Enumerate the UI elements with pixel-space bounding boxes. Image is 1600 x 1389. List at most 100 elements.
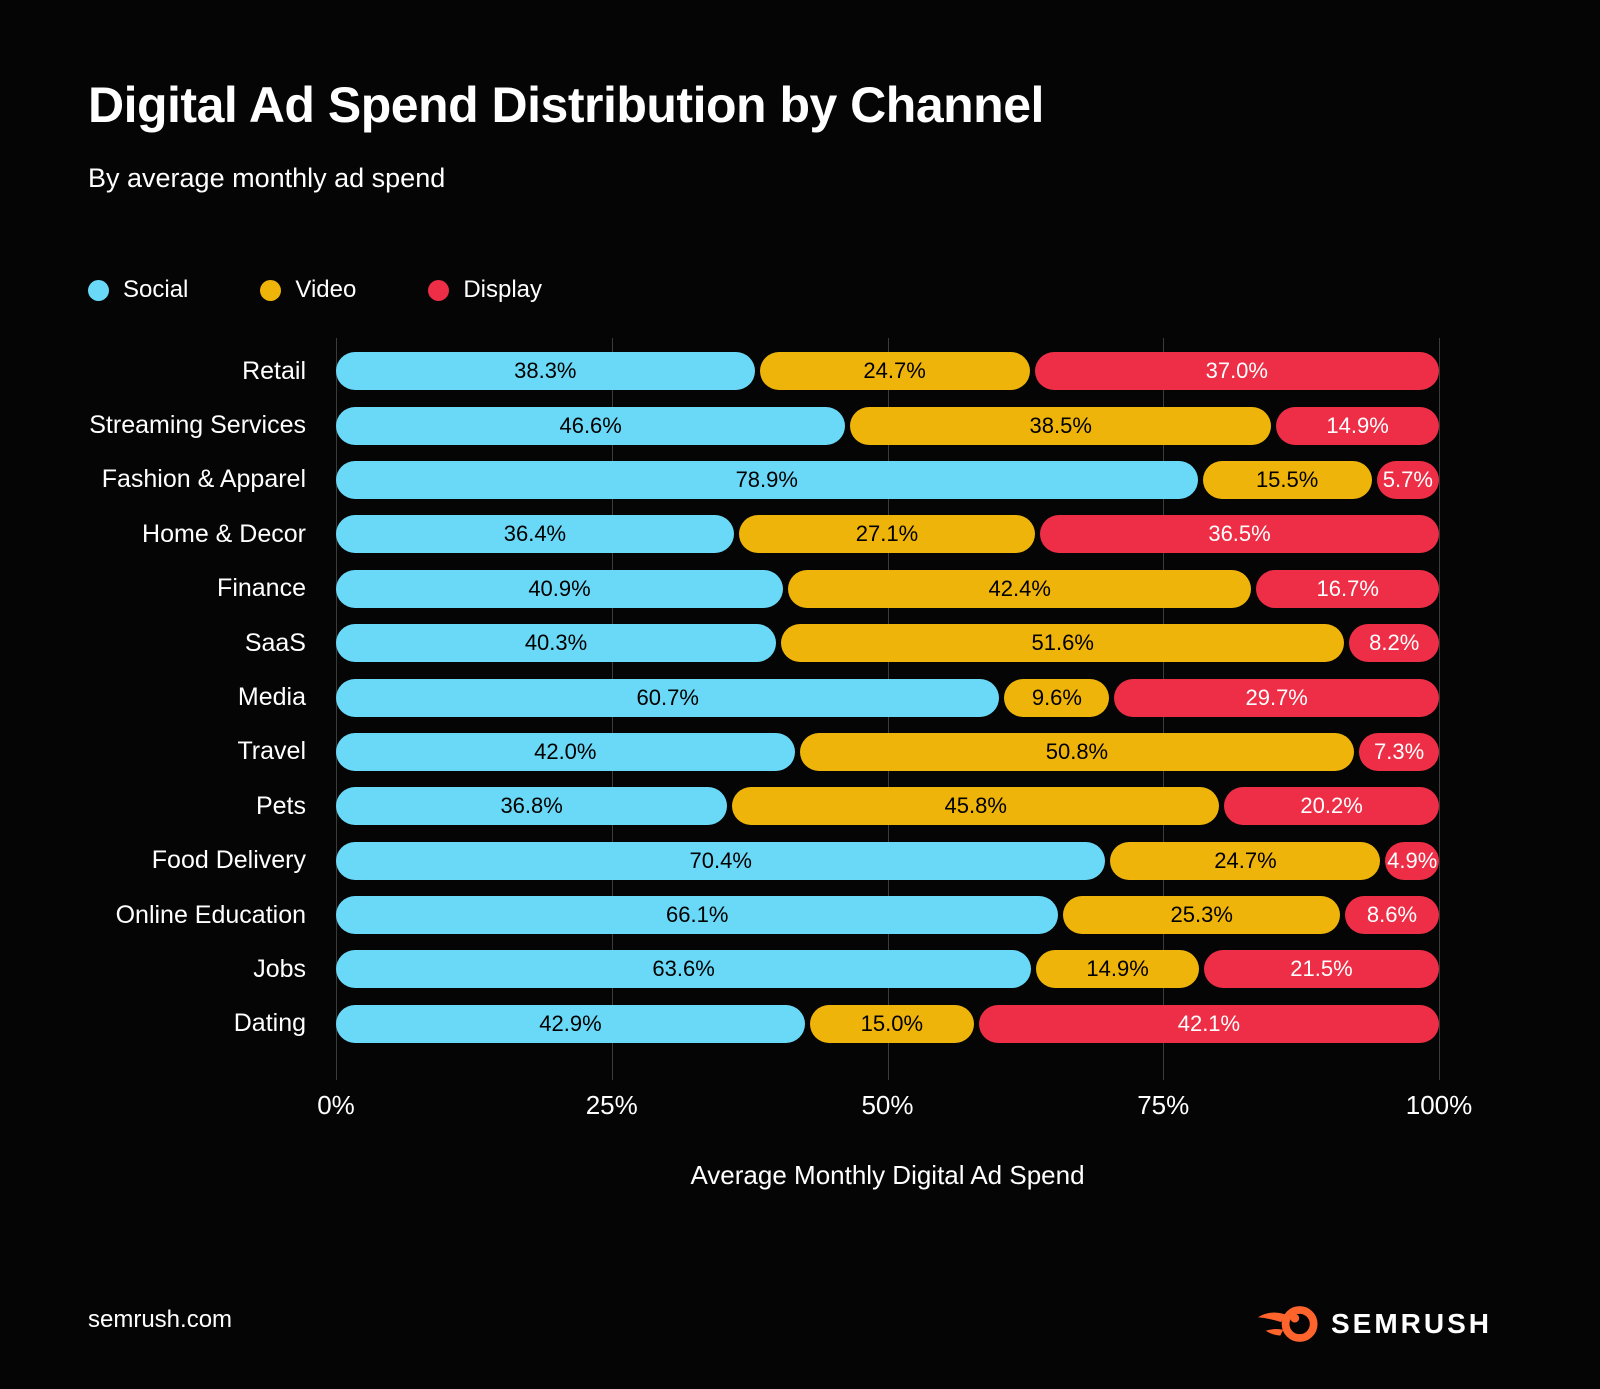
bar-segment-social: 36.8% bbox=[336, 787, 728, 826]
bar-value-label: 5.7% bbox=[1382, 466, 1433, 492]
bar-segment-display: 29.7% bbox=[1114, 678, 1439, 717]
bar-segment-social: 60.7% bbox=[336, 678, 1000, 717]
bar-segment-video: 42.4% bbox=[788, 569, 1252, 608]
bar-segment-social: 40.3% bbox=[336, 624, 777, 663]
bar-value-label: 40.3% bbox=[524, 630, 588, 656]
legend-dot-social bbox=[88, 279, 109, 301]
bar-segment-display: 8.2% bbox=[1349, 624, 1439, 663]
brand-logo: SEMRUSH bbox=[1257, 1304, 1492, 1344]
bar-segment-display: 4.9% bbox=[1385, 841, 1439, 880]
bar-segment-social: 46.6% bbox=[336, 406, 846, 445]
bar-segment-display: 14.9% bbox=[1276, 406, 1440, 445]
bar-segment-video: 45.8% bbox=[732, 787, 1220, 826]
bar-value-label: 50.8% bbox=[1045, 738, 1109, 764]
x-tick-label: 0% bbox=[317, 1090, 355, 1120]
bar-value-label: 20.2% bbox=[1300, 793, 1363, 819]
bar-value-label: 42.9% bbox=[539, 1010, 602, 1036]
category-label: Online Education bbox=[115, 900, 306, 929]
category-label: Finance bbox=[217, 574, 306, 603]
bar-value-label: 46.6% bbox=[559, 412, 622, 438]
bar-value-label: 36.8% bbox=[500, 793, 563, 819]
x-tick-label: 50% bbox=[861, 1090, 914, 1120]
category-label: Travel bbox=[237, 737, 306, 766]
bar-segment-social: 63.6% bbox=[336, 950, 1032, 989]
bar-track: 42.0% 50.8% 7.3% bbox=[336, 732, 1439, 771]
category-labels: Retail Streaming Services Fashion & Appare… bbox=[0, 344, 306, 1051]
bar-value-label: 8.2% bbox=[1369, 630, 1420, 656]
category-label: Fashion & Apparel bbox=[101, 465, 306, 494]
bar-value-label: 51.6% bbox=[1031, 630, 1094, 656]
bar-value-label: 8.6% bbox=[1366, 902, 1418, 928]
stacked-bar-chart: Retail Streaming Services Fashion & Appare… bbox=[0, 338, 1600, 1080]
bar-segment-display: 36.5% bbox=[1040, 515, 1439, 554]
bar-segment-video: 27.1% bbox=[738, 515, 1036, 554]
legend-label: Video bbox=[295, 276, 357, 303]
category-label: Home & Decor bbox=[142, 519, 306, 548]
bar-segment-social: 36.4% bbox=[336, 515, 734, 554]
legend: Social Video Display bbox=[88, 276, 542, 304]
bar-segment-video: 25.3% bbox=[1063, 896, 1340, 935]
bar-row: 40.3% 51.6% 8.2% bbox=[336, 616, 1439, 670]
category-label: Retail bbox=[242, 356, 306, 385]
bar-track: 36.8% 45.8% 20.2% bbox=[336, 787, 1439, 826]
bar-row: 46.6% 38.5% 14.9% bbox=[336, 398, 1440, 452]
bar-segment-video: 50.8% bbox=[799, 732, 1355, 771]
bar-value-label: 9.6% bbox=[1031, 684, 1082, 710]
bar-value-label: 27.1% bbox=[855, 521, 919, 547]
bar-segment-video: 14.9% bbox=[1036, 950, 1199, 989]
x-axis-ticks: 0% 25% 50% 75% 100% bbox=[317, 1090, 1472, 1124]
bar-row: 70.4% 24.7% 4.9% bbox=[336, 834, 1439, 888]
bar-row: 60.7% 9.6% 29.7% bbox=[336, 670, 1439, 724]
x-tick-label: 75% bbox=[1137, 1090, 1190, 1120]
bar-segment-video: 15.5% bbox=[1202, 460, 1372, 499]
bar-row: 66.1% 25.3% 8.6% bbox=[336, 888, 1439, 942]
bar-value-label: 24.7% bbox=[1214, 847, 1277, 873]
x-tick-label: 25% bbox=[585, 1090, 638, 1120]
bar-segment-social: 40.9% bbox=[336, 569, 784, 608]
gridline-0% bbox=[336, 338, 337, 1080]
bar-row: 36.8% 45.8% 20.2% bbox=[336, 779, 1439, 833]
bar-value-label: 37.0% bbox=[1205, 358, 1268, 384]
bar-segment-social: 70.4% bbox=[336, 841, 1106, 880]
gridline-100% bbox=[1439, 338, 1440, 1080]
bar-value-label: 66.1% bbox=[666, 902, 729, 928]
bar-value-label: 21.5% bbox=[1290, 956, 1353, 982]
bar-segment-video: 15.0% bbox=[809, 1004, 974, 1043]
bar-segment-display: 37.0% bbox=[1034, 352, 1439, 391]
bar-value-label: 25.3% bbox=[1170, 902, 1233, 928]
bar-value-label: 36.5% bbox=[1208, 521, 1271, 547]
legend-label: Display bbox=[463, 276, 543, 303]
x-tick-label: 100% bbox=[1405, 1090, 1473, 1120]
bar-segment-display: 8.6% bbox=[1345, 896, 1439, 935]
bar-track: 66.1% 25.3% 8.6% bbox=[336, 896, 1439, 935]
bar-value-label: 15.0% bbox=[860, 1010, 924, 1036]
bar-row: 36.4% 27.1% 36.5% bbox=[336, 507, 1439, 561]
bar-value-label: 4.9% bbox=[1387, 847, 1438, 873]
bar-value-label: 29.7% bbox=[1245, 684, 1308, 710]
website-url: semrush.com bbox=[88, 1306, 233, 1333]
bar-track: 36.4% 27.1% 36.5% bbox=[336, 515, 1439, 554]
bar-value-label: 42.0% bbox=[534, 738, 597, 764]
bar-value-label: 60.7% bbox=[636, 684, 699, 710]
bar-track: 40.9% 42.4% 16.7% bbox=[336, 569, 1439, 608]
bar-value-label: 70.4% bbox=[689, 847, 752, 873]
bar-track: 42.9% 15.0% 42.1% bbox=[336, 1004, 1439, 1043]
bar-value-label: 38.5% bbox=[1029, 412, 1092, 438]
bar-segment-display: 7.3% bbox=[1359, 732, 1439, 771]
legend-dot-video bbox=[260, 279, 282, 301]
bar-track: 46.6% 38.5% 14.9% bbox=[336, 406, 1440, 445]
category-label: Pets bbox=[255, 791, 306, 820]
bar-rows: 38.3% 24.7% 37.0% 46.6% 38.5% 14.9% 78.9% 15.5%… bbox=[336, 344, 1440, 1051]
bar-segment-social: 66.1% bbox=[336, 896, 1059, 935]
bar-track: 40.3% 51.6% 8.2% bbox=[336, 624, 1439, 663]
bar-value-label: 42.1% bbox=[1177, 1010, 1241, 1036]
page-title: Digital Ad Spend Distribution by Channel bbox=[88, 77, 1044, 133]
bar-row: 63.6% 14.9% 21.5% bbox=[336, 942, 1439, 996]
bar-value-label: 78.9% bbox=[735, 466, 798, 492]
bar-segment-video: 9.6% bbox=[1004, 678, 1110, 717]
bar-value-label: 38.3% bbox=[514, 358, 577, 384]
bar-row: 42.9% 15.0% 42.1% bbox=[336, 997, 1439, 1051]
bar-segment-display: 42.1% bbox=[978, 1004, 1439, 1043]
bar-row: 38.3% 24.7% 37.0% bbox=[336, 344, 1439, 398]
category-label: Media bbox=[237, 683, 306, 712]
